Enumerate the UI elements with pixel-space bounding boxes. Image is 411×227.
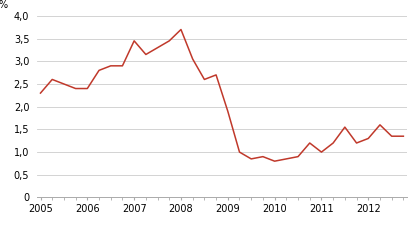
Text: %: % [0, 0, 7, 10]
